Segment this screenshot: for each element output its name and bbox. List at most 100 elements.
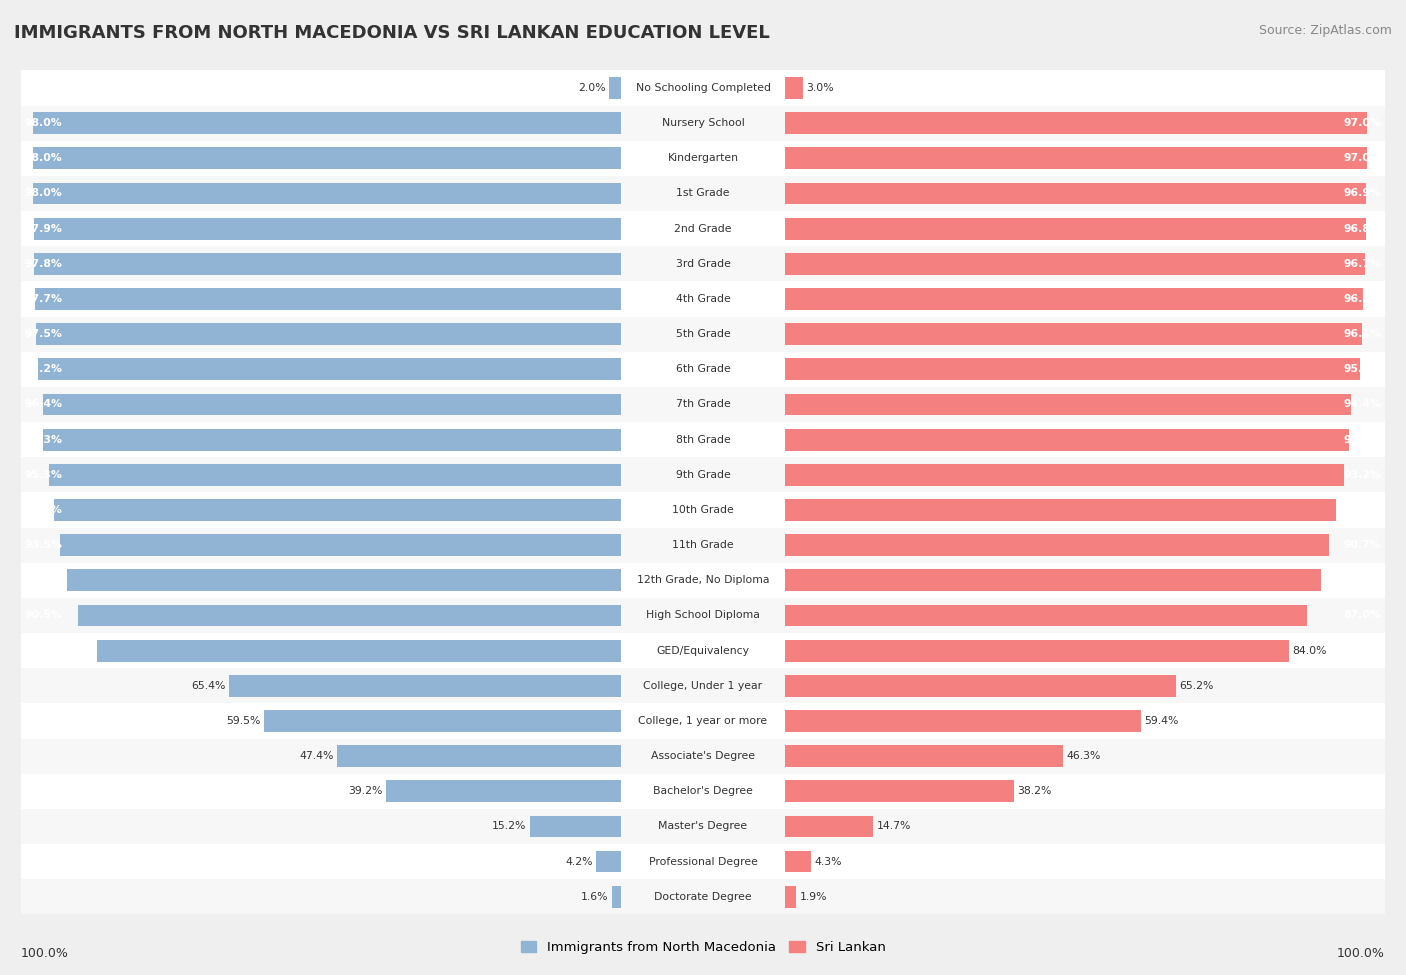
Text: 94.0%: 94.0% (1344, 435, 1382, 445)
Text: High School Diploma: High School Diploma (647, 610, 759, 620)
Bar (53, 499, 621, 521)
Text: 4.2%: 4.2% (565, 857, 592, 867)
Bar (21, 809, 1385, 844)
Text: 96.4%: 96.4% (24, 400, 62, 410)
Bar (785, 112, 1367, 134)
Text: GED/Equivalency: GED/Equivalency (657, 645, 749, 655)
Text: Nursery School: Nursery School (662, 118, 744, 128)
Bar (785, 780, 1014, 802)
Text: 89.4%: 89.4% (1344, 575, 1382, 585)
Text: 59.4%: 59.4% (1144, 716, 1180, 726)
Bar (785, 77, 803, 98)
Text: 10th Grade: 10th Grade (672, 505, 734, 515)
Bar (785, 710, 1142, 732)
Text: 97.0%: 97.0% (1344, 118, 1382, 128)
Text: IMMIGRANTS FROM NORTH MACEDONIA VS SRI LANKAN EDUCATION LEVEL: IMMIGRANTS FROM NORTH MACEDONIA VS SRI L… (14, 24, 770, 42)
Bar (612, 886, 621, 908)
Bar (37, 324, 621, 345)
Text: 84.0%: 84.0% (1292, 645, 1327, 655)
Text: 38.2%: 38.2% (1018, 786, 1052, 797)
Bar (21, 738, 1385, 774)
Bar (21, 457, 1385, 492)
Text: 97.7%: 97.7% (24, 294, 62, 304)
Text: 96.9%: 96.9% (1344, 188, 1382, 199)
Text: 1.9%: 1.9% (800, 892, 827, 902)
Text: 94.4%: 94.4% (1344, 400, 1382, 410)
Bar (21, 879, 1385, 915)
Text: 11th Grade: 11th Grade (672, 540, 734, 550)
Text: 65.4%: 65.4% (191, 681, 225, 690)
Text: 2nd Grade: 2nd Grade (675, 223, 731, 234)
Bar (21, 387, 1385, 422)
Text: No Schooling Completed: No Schooling Completed (636, 83, 770, 93)
Text: 7th Grade: 7th Grade (676, 400, 730, 410)
Bar (385, 780, 621, 802)
Text: College, Under 1 year: College, Under 1 year (644, 681, 762, 690)
Bar (336, 745, 621, 767)
Bar (785, 182, 1367, 205)
Bar (21, 633, 1385, 668)
Bar (21, 70, 1385, 105)
Text: 92.3%: 92.3% (24, 575, 62, 585)
Bar (785, 288, 1364, 310)
Bar (42, 394, 621, 415)
Bar (785, 217, 1365, 240)
Text: 96.8%: 96.8% (1344, 223, 1382, 234)
Bar (785, 640, 1289, 661)
Bar (21, 140, 1385, 175)
Bar (785, 499, 1336, 521)
Text: 98.0%: 98.0% (24, 188, 62, 199)
Text: 97.0%: 97.0% (1344, 153, 1382, 164)
Text: Doctorate Degree: Doctorate Degree (654, 892, 752, 902)
Bar (21, 282, 1385, 317)
Bar (530, 815, 621, 838)
Bar (21, 703, 1385, 738)
Text: Kindergarten: Kindergarten (668, 153, 738, 164)
Bar (60, 534, 621, 556)
Text: 39.2%: 39.2% (349, 786, 382, 797)
Bar (609, 77, 621, 98)
Bar (785, 815, 873, 838)
Bar (785, 851, 811, 873)
Bar (21, 844, 1385, 879)
Text: 46.3%: 46.3% (1066, 751, 1101, 761)
Text: 96.3%: 96.3% (24, 435, 62, 445)
Text: 3rd Grade: 3rd Grade (675, 258, 731, 269)
Text: 90.7%: 90.7% (1344, 540, 1382, 550)
Bar (34, 112, 621, 134)
Bar (785, 675, 1175, 697)
Bar (21, 211, 1385, 247)
Bar (21, 422, 1385, 457)
Text: 12th Grade, No Diploma: 12th Grade, No Diploma (637, 575, 769, 585)
Text: College, 1 year or more: College, 1 year or more (638, 716, 768, 726)
Text: 4.3%: 4.3% (814, 857, 842, 867)
Bar (21, 176, 1385, 211)
Bar (21, 352, 1385, 387)
Bar (38, 359, 621, 380)
Text: 59.5%: 59.5% (226, 716, 260, 726)
Bar (785, 604, 1308, 626)
Text: 96.4%: 96.4% (1344, 294, 1382, 304)
Bar (785, 429, 1348, 450)
Text: 1st Grade: 1st Grade (676, 188, 730, 199)
Bar (229, 675, 621, 697)
Bar (785, 745, 1063, 767)
Text: 65.2%: 65.2% (1180, 681, 1213, 690)
Text: 15.2%: 15.2% (492, 821, 527, 832)
Bar (21, 492, 1385, 527)
Bar (79, 604, 621, 626)
Bar (785, 886, 796, 908)
Bar (49, 464, 621, 486)
Text: 4th Grade: 4th Grade (676, 294, 730, 304)
Bar (34, 217, 621, 240)
Bar (785, 253, 1365, 275)
Bar (785, 569, 1322, 591)
Bar (21, 774, 1385, 809)
Bar (34, 253, 621, 275)
Bar (21, 527, 1385, 563)
Text: 5th Grade: 5th Grade (676, 330, 730, 339)
Text: Professional Degree: Professional Degree (648, 857, 758, 867)
Text: 8th Grade: 8th Grade (676, 435, 730, 445)
Bar (34, 147, 621, 170)
Bar (785, 324, 1361, 345)
